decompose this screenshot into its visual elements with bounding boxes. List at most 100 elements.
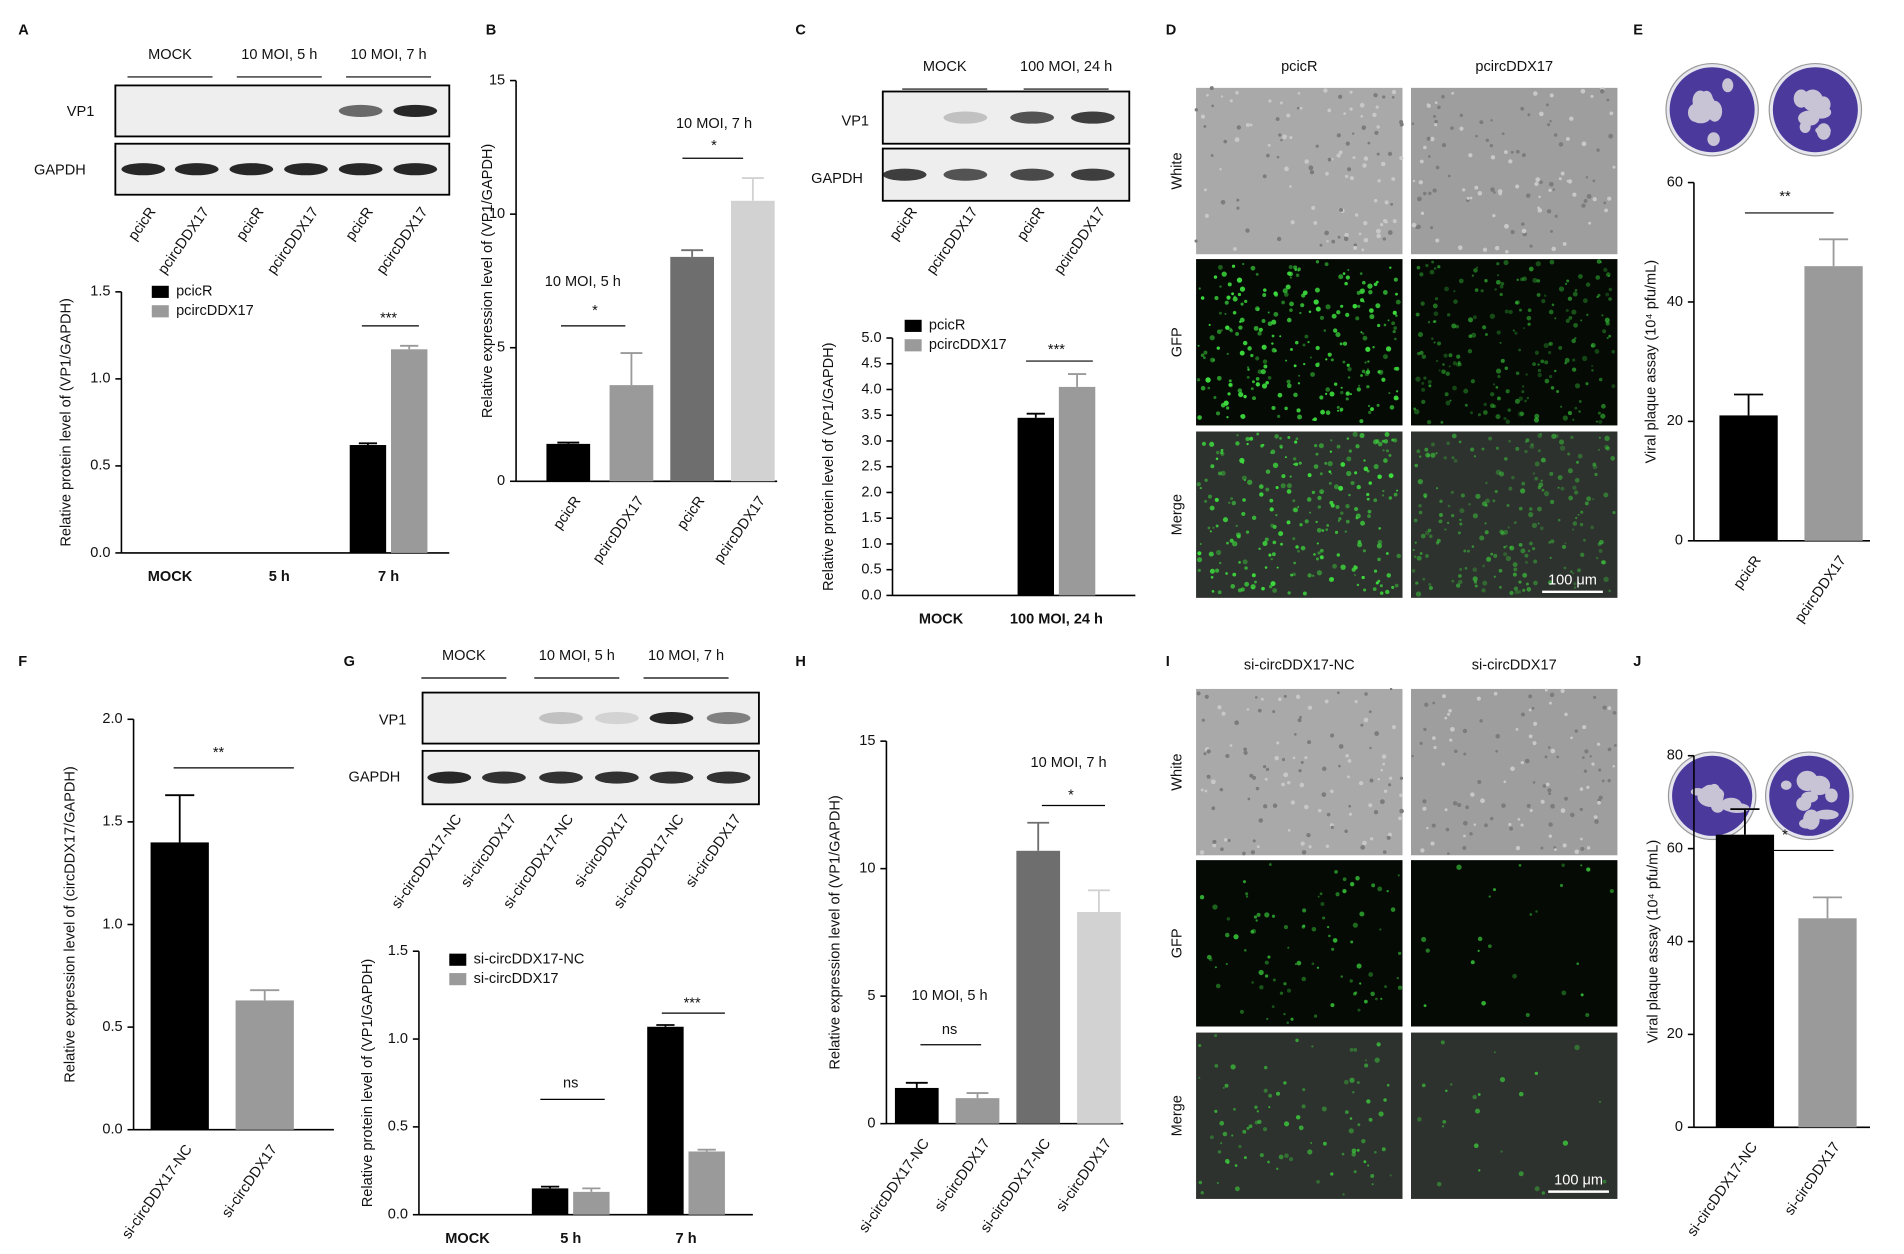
cell-texture <box>1441 762 1445 766</box>
cell-texture <box>1245 122 1250 127</box>
cell-texture <box>1219 168 1222 171</box>
gfp-cell <box>1592 462 1597 467</box>
gfp-cell <box>1565 318 1570 323</box>
cell-texture <box>1549 93 1554 98</box>
gfp-cell <box>1488 436 1493 441</box>
gfp-cell <box>1242 1129 1247 1134</box>
gfp-cell <box>1349 1077 1355 1083</box>
panel-letter: G <box>344 654 355 670</box>
gfp-cell <box>1257 331 1262 336</box>
annotation: * <box>711 138 717 154</box>
gfp-cell <box>1432 303 1438 309</box>
gfp-cell <box>1382 354 1388 360</box>
cell-texture <box>1392 219 1397 224</box>
gfp-cell <box>1219 1120 1225 1126</box>
cell-texture <box>1544 688 1548 692</box>
cell-texture <box>1379 799 1385 805</box>
lane-label: pcircDDX17 <box>264 205 322 278</box>
gfp-cell <box>1322 916 1326 920</box>
gfp-cell <box>1298 374 1301 377</box>
gfp-cell <box>1307 340 1310 344</box>
gfp-cell <box>1377 474 1382 480</box>
cell-texture <box>1389 776 1393 780</box>
gfp-cell <box>1384 985 1387 989</box>
cell-texture <box>1589 755 1592 758</box>
gfp-cell <box>1345 519 1350 524</box>
gfp-cell <box>1216 1181 1219 1185</box>
gfp-cell <box>1357 1008 1361 1012</box>
cell-texture <box>1490 187 1495 192</box>
gfp-cell <box>1250 929 1255 934</box>
x-tick-label: si-circDDX17 <box>1053 1136 1115 1215</box>
gfp-cell <box>1271 914 1276 918</box>
y-tick-label: 15 <box>489 72 505 88</box>
gfp-cell <box>1477 413 1482 417</box>
gfp-cell <box>1441 1125 1445 1128</box>
gfp-cell <box>1503 545 1506 549</box>
gfp-cell <box>1419 350 1424 355</box>
gfp-cell <box>1537 363 1540 366</box>
gfp-cell <box>1314 287 1320 293</box>
gfp-cell <box>1397 874 1400 877</box>
cell-texture <box>1358 780 1364 786</box>
cell-texture <box>1607 706 1612 711</box>
gfp-cell <box>1496 274 1500 277</box>
gfp-cell <box>1262 540 1268 547</box>
gfp-cell <box>1418 504 1422 508</box>
gfp-cell <box>1265 469 1271 474</box>
cell-texture <box>1387 230 1393 235</box>
cell-texture <box>1609 111 1614 116</box>
gfp-cell <box>1379 584 1383 588</box>
gfp-cell <box>1321 1106 1327 1112</box>
cell-texture <box>1540 846 1544 850</box>
gfp-cell <box>1518 1171 1524 1177</box>
y-tick-label: 15 <box>859 733 875 749</box>
gfp-cell <box>1359 272 1363 275</box>
cell-texture <box>1583 769 1588 773</box>
gfp-cell <box>1259 492 1264 497</box>
gfp-cell <box>1329 500 1334 505</box>
gfp-cell <box>1499 284 1504 289</box>
gfp-cell <box>1239 317 1245 323</box>
gfp-cell <box>1543 490 1550 497</box>
x-tick-label: pcircDDX17 <box>711 494 769 567</box>
gfp-cell <box>1256 1110 1260 1113</box>
gfp-cell <box>1345 397 1349 401</box>
cell-texture <box>1379 222 1384 227</box>
gfp-cell <box>1320 491 1323 494</box>
gfp-cell <box>1596 295 1599 299</box>
gfp-cell <box>1237 292 1242 297</box>
bar <box>573 1191 610 1215</box>
error-bar <box>1067 373 1087 387</box>
blot-strip <box>421 691 760 745</box>
gfp-cell <box>1346 437 1350 440</box>
gfp-cell <box>1393 277 1398 282</box>
gfp-cell <box>1200 353 1205 357</box>
blot-band <box>1071 111 1115 124</box>
error-bar <box>1027 821 1050 851</box>
legend-label: pcircDDX17 <box>929 337 1007 353</box>
gfp-cell <box>1234 1164 1238 1167</box>
gfp-cell <box>1267 955 1271 959</box>
gfp-cell <box>1243 1156 1247 1160</box>
gfp-cell <box>1573 586 1577 589</box>
gfp-cell <box>1507 408 1512 412</box>
cell-texture <box>1593 815 1598 819</box>
gfp-cell <box>1446 521 1450 525</box>
gfp-cell <box>1467 349 1473 354</box>
cell-texture <box>1554 214 1558 218</box>
cell-texture <box>1528 734 1533 739</box>
cell-texture <box>1375 228 1381 234</box>
cell-texture <box>1476 696 1481 701</box>
cell-texture <box>1349 90 1353 94</box>
gfp-cell <box>1424 530 1430 536</box>
gfp-cell <box>1251 587 1254 590</box>
gfp-cell <box>1433 311 1439 317</box>
gfp-cell <box>1340 975 1343 978</box>
cell-texture <box>1588 221 1592 225</box>
cell-texture <box>1278 133 1282 137</box>
blot-band <box>539 712 583 725</box>
gfp-cell <box>1216 329 1222 335</box>
gfp-cell <box>1382 449 1385 452</box>
gfp-cell <box>1355 316 1360 321</box>
